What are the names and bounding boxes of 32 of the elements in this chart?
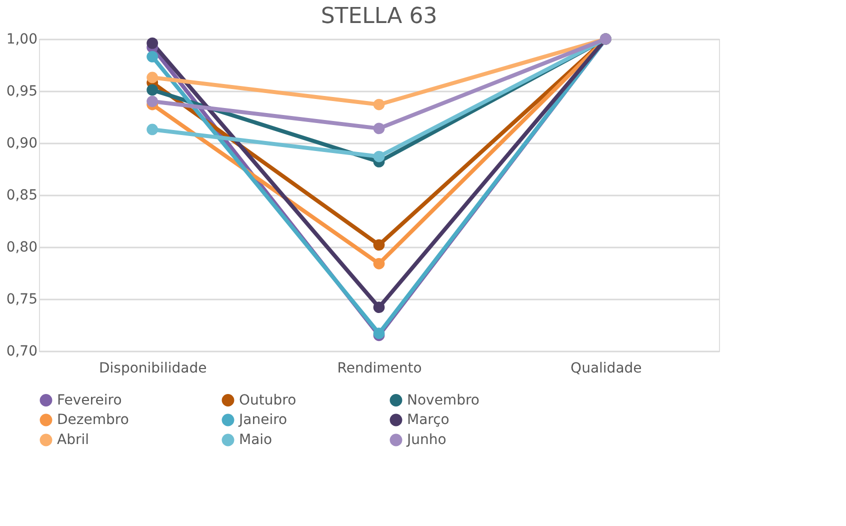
point bbox=[373, 150, 385, 162]
x-tick-label: Disponibilidade bbox=[98, 360, 207, 376]
legend-label: Março bbox=[407, 412, 450, 428]
point bbox=[373, 98, 385, 110]
y-tick-label: 0,70 bbox=[6, 344, 38, 360]
point bbox=[373, 258, 385, 270]
legend-label: Junho bbox=[406, 432, 446, 448]
point bbox=[373, 302, 385, 314]
point bbox=[146, 124, 158, 136]
y-tick-label: 0,85 bbox=[6, 188, 38, 204]
point bbox=[146, 37, 158, 49]
legend-label: Janeiro bbox=[238, 412, 288, 428]
point bbox=[146, 84, 158, 96]
y-tick-label: 0,95 bbox=[6, 84, 38, 100]
point bbox=[146, 96, 158, 108]
legend-label: Outubro bbox=[239, 392, 296, 408]
point bbox=[373, 122, 385, 134]
y-tick-label: 0,75 bbox=[6, 292, 38, 308]
point bbox=[146, 72, 158, 84]
legend-label: Novembro bbox=[407, 392, 480, 408]
legend-label: Fevereiro bbox=[57, 392, 122, 408]
y-tick-label: 0,90 bbox=[6, 136, 38, 152]
legend-label: Dezembro bbox=[57, 412, 129, 428]
x-tick-label: Qualidade bbox=[570, 360, 642, 376]
point bbox=[146, 50, 158, 62]
y-tick-label: 1,00 bbox=[6, 32, 38, 48]
legend-label: Maio bbox=[239, 432, 272, 448]
point bbox=[373, 239, 385, 251]
y-tick-label: 0,80 bbox=[6, 240, 38, 256]
legend-label: Abril bbox=[57, 432, 89, 448]
chart-title: STELLA 63 bbox=[320, 4, 438, 29]
x-tick-label: Rendimento bbox=[337, 360, 422, 376]
